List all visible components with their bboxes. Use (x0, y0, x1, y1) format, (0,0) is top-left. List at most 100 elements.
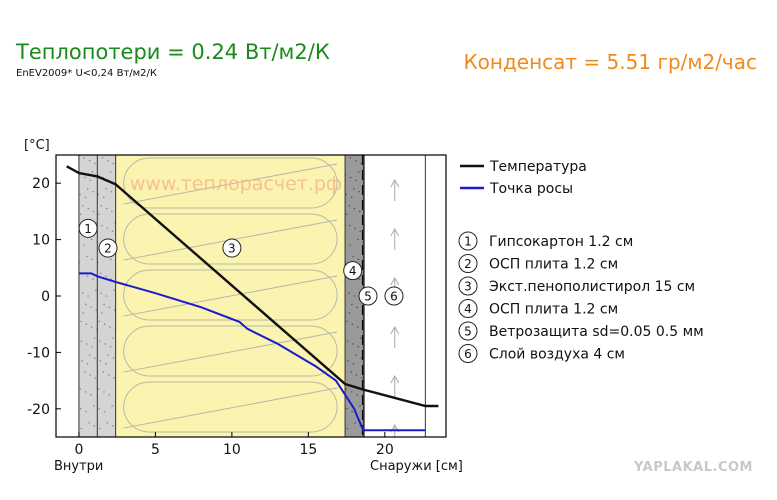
layer-2-speckle (102, 371, 105, 373)
legend-layer-2: 2 ОСП плита 1.2 см (458, 254, 618, 273)
layer-1-speckle (92, 278, 94, 280)
legend-layer-circle (458, 254, 478, 273)
layer-1-speckle (89, 374, 92, 376)
layer-4-speckle (350, 371, 352, 373)
layer-2-speckle (109, 345, 112, 348)
layer-1-speckle (92, 210, 95, 213)
legend-layer-name: ОСП плита 1.2 см (489, 257, 618, 273)
layer-1-speckle (84, 391, 87, 393)
header-left: Теплопотери = 0.24 Вт/м2/К EnEV2009* U<0… (16, 40, 330, 79)
layer-4-speckle (345, 213, 348, 216)
layer-1-speckle (90, 393, 92, 396)
layer-2-speckle (111, 210, 113, 213)
layer-2-speckle (105, 207, 108, 210)
series-line-temperature (66, 165, 439, 408)
layer-4-speckle (352, 343, 354, 345)
layer-4-speckle (358, 190, 360, 193)
layer-2-speckle (108, 393, 111, 396)
legend-layer-circle (458, 276, 478, 296)
layer-4-speckle (353, 207, 356, 210)
layer-1-speckle (79, 213, 82, 216)
x-axis-label-outside: Снаружи [см] (370, 459, 463, 474)
layer-2-speckle (99, 360, 102, 362)
legend-layer-name: ОСП плита 1.2 см (489, 302, 618, 318)
x-tick-label: 10 (223, 442, 241, 458)
layer-1-speckle (91, 345, 93, 348)
layer-4-speckle (354, 159, 357, 162)
layer-4-speckle (346, 340, 349, 342)
layer-4-speckle (353, 295, 356, 297)
layer-2-speckle (100, 312, 103, 314)
layer-marker-circle (343, 261, 363, 281)
layer-2-speckle (113, 289, 115, 292)
layer-1-speckle (84, 176, 86, 179)
layer-4-speckle (348, 204, 350, 207)
layer-4-speckle (349, 244, 351, 247)
layer-marker-num: 2 (104, 242, 112, 256)
layer-4-speckle (348, 292, 350, 294)
x-tick-label: 20 (376, 442, 394, 458)
layer-marker-circle (358, 286, 378, 306)
layer-1-speckle (88, 422, 90, 424)
layer-1-speckle (84, 371, 86, 373)
legend-layer-num: 1 (464, 235, 472, 249)
layer-4-speckle (360, 162, 362, 165)
layer-4-speckle (352, 255, 354, 258)
layer-2-speckle (98, 320, 101, 323)
layer-2-speckle (100, 204, 103, 207)
layer-marker-num: 6 (390, 290, 398, 304)
legend-layer-num: 6 (464, 347, 472, 361)
insulation-pattern-loop (123, 157, 338, 209)
layer-4-speckle (360, 357, 363, 359)
layer-2-speckle (102, 196, 105, 199)
legend-label: Точка росы (489, 181, 573, 197)
layer-1-speckle (86, 343, 88, 345)
y-tick-label: 20 (32, 176, 50, 192)
layer-4-speckle (356, 326, 359, 328)
layer-4-speckle (350, 391, 353, 393)
layer-4-speckle (348, 224, 351, 227)
layer-marker-3: 3 (222, 238, 242, 258)
layer-1-speckle (90, 238, 93, 241)
layer-1-speckle (92, 190, 94, 193)
layer-4-speckle (347, 360, 349, 362)
layer-2-speckle (112, 357, 115, 359)
legend-layer-num: 3 (464, 280, 472, 294)
legend-layer-name: Слой воздуха 4 см (489, 347, 625, 363)
layer-2-speckle (112, 162, 115, 165)
layer-2-speckle (107, 374, 110, 376)
layer-1-speckle (95, 309, 98, 311)
layer-1-speckle (93, 424, 96, 427)
legend-layer-1: 1 Гипсокартон 1.2 см (458, 231, 633, 251)
insulation-pattern-line (123, 331, 338, 373)
airflow-arrow-head-icon (390, 227, 400, 237)
wall-layers (78, 155, 426, 437)
legend-label: Температура (489, 159, 587, 175)
layer-2-speckle (98, 213, 100, 216)
layer-1-speckle (84, 196, 87, 199)
layer-4-speckle (360, 376, 363, 379)
layer-4-speckle (353, 188, 355, 190)
layer-1-speckle (79, 388, 82, 390)
insulation-pattern-loop (123, 381, 338, 433)
layer-2-speckle (98, 427, 101, 430)
layer-2-speckle (105, 295, 108, 297)
y-tick-label: -20 (27, 402, 50, 418)
layer-4-speckle (350, 196, 353, 199)
layer-2-speckle (111, 405, 113, 407)
layer-1-speckle (95, 289, 97, 292)
layer-4-speckle (355, 354, 357, 357)
layer-1-speckle (82, 312, 85, 314)
layer-1-speckle (91, 258, 94, 261)
layer-1-speckle (83, 157, 86, 159)
layer-marker-num: 5 (364, 290, 372, 304)
norm-note: EnEV2009* U<0,24 Вт/м2/К (16, 68, 158, 79)
airflow-arrow-head-icon (390, 325, 400, 335)
layer-4-speckle (357, 258, 360, 261)
legend-layer-name: Экст.пенополистирол 15 см (489, 279, 695, 295)
layer-1-speckle (94, 162, 96, 165)
layer-1-speckle (83, 244, 85, 247)
layer-4-speckle (346, 320, 348, 323)
